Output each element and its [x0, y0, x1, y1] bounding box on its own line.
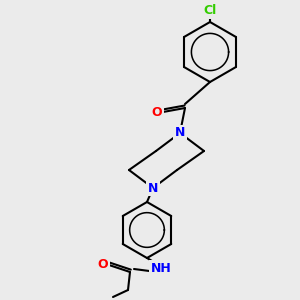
Text: O: O — [152, 106, 162, 118]
Text: Cl: Cl — [203, 4, 217, 17]
Text: NH: NH — [151, 262, 171, 275]
Text: N: N — [175, 127, 185, 140]
Text: O: O — [98, 259, 108, 272]
Text: N: N — [148, 182, 158, 194]
